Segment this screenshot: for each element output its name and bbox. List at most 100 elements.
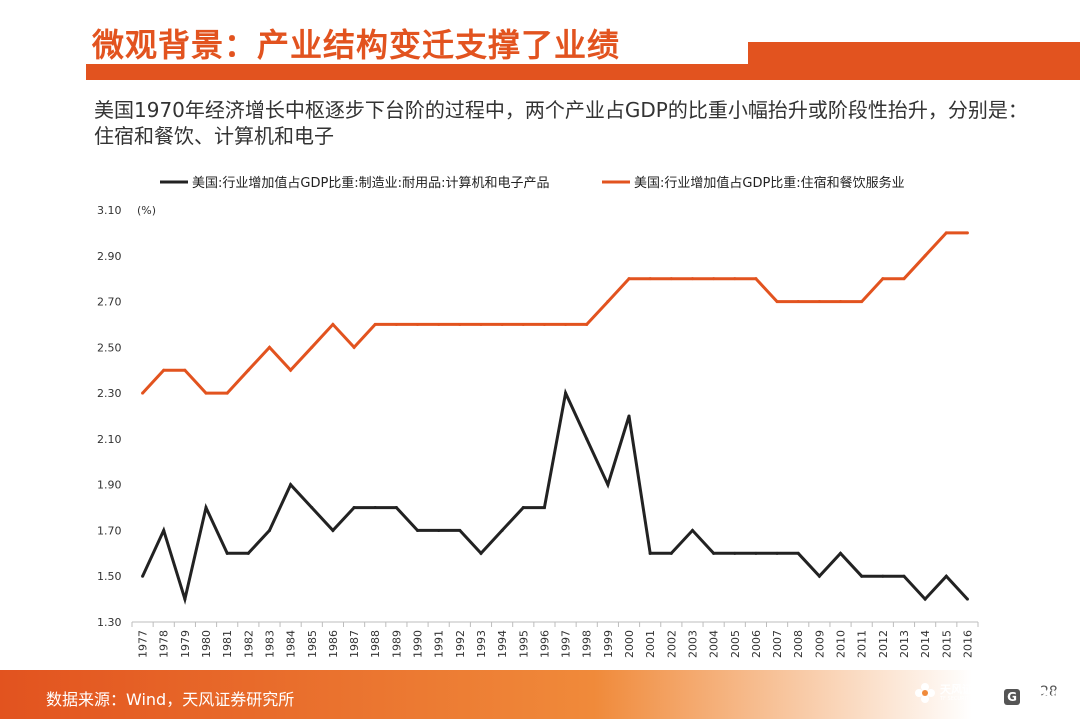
x-tick-label: 2015 (940, 630, 953, 658)
data-point (817, 574, 821, 578)
data-point (965, 597, 969, 601)
data-point (839, 300, 843, 304)
data-point (860, 300, 864, 304)
data-point (839, 551, 843, 555)
data-point (267, 345, 271, 349)
y-tick-label: 3.10 (97, 204, 122, 217)
data-point (479, 551, 483, 555)
x-tick-label: 2012 (877, 630, 890, 658)
data-point (944, 231, 948, 235)
data-point (902, 277, 906, 281)
x-tick-label: 2001 (644, 630, 657, 658)
data-point (204, 506, 208, 510)
brand-name: 天风证券 (940, 683, 984, 696)
x-tick-label: 2010 (835, 630, 848, 658)
legend-label: 美国:行业增加值占GDP比重:制造业:耐用品:计算机和电子产品 (192, 175, 549, 191)
data-source: 数据来源：Wind，天风证券研究所 (46, 690, 295, 709)
x-tick-label: 2014 (919, 630, 932, 658)
x-tick-label: 2005 (729, 630, 742, 658)
x-tick-label: 1987 (348, 630, 361, 658)
data-point (923, 254, 927, 258)
y-tick-label: 2.10 (97, 433, 122, 446)
x-tick-label: 2009 (813, 630, 826, 658)
y-tick-label: 1.30 (97, 616, 122, 629)
x-tick-label: 1999 (602, 630, 615, 658)
data-point (733, 277, 737, 281)
data-point (712, 551, 716, 555)
y-tick-label: 2.70 (97, 296, 122, 309)
x-tick-label: 1986 (327, 630, 340, 658)
series-line-computer-electronics (141, 388, 969, 605)
data-point (246, 551, 250, 555)
x-tick-label: 1981 (221, 630, 234, 658)
data-point (458, 322, 462, 326)
data-point (669, 551, 673, 555)
data-point (881, 277, 885, 281)
data-point (162, 368, 166, 372)
y-tick-label: 1.50 (97, 570, 122, 583)
watermark-g-icon: G (1004, 689, 1020, 705)
data-point (775, 300, 779, 304)
x-tick-label: 1995 (517, 630, 530, 658)
data-point (437, 322, 441, 326)
data-point (331, 528, 335, 532)
x-tick-label: 1996 (538, 630, 551, 658)
data-point (416, 528, 420, 532)
data-point (310, 345, 314, 349)
legend-label: 美国:行业增加值占GDP比重:住宿和餐饮服务业 (634, 175, 905, 191)
x-tick-label: 2004 (708, 630, 721, 658)
data-point (564, 322, 568, 326)
data-point (669, 277, 673, 281)
line-chart: 3.10 2.90 2.70 2.50 2.30 2.10 1.90 1.70 1.50 1.30… (97, 175, 979, 658)
x-tick-label: 2011 (856, 630, 869, 658)
x-tick-label: 2013 (898, 630, 911, 658)
data-point (923, 597, 927, 601)
x-tick-label: 2016 (961, 630, 974, 658)
data-point (394, 322, 398, 326)
data-point (289, 483, 293, 487)
x-tick-label: 1991 (433, 630, 446, 658)
data-point (754, 551, 758, 555)
y-tick-label: 2.90 (97, 250, 122, 263)
data-point (902, 574, 906, 578)
x-tick-label: 2002 (665, 630, 678, 658)
watermark: G 格隆汇 (1004, 687, 1065, 707)
y-tick-label: 1.70 (97, 524, 122, 537)
x-tick-label: 1982 (242, 630, 255, 658)
page-subtitle: 美国1970年经济增长中枢逐步下台阶的过程中，两个产业占GDP的比重小幅抬升或阶… (94, 98, 1028, 148)
data-point (183, 597, 187, 601)
data-point (648, 551, 652, 555)
data-point (289, 368, 293, 372)
flower-logo-icon (915, 683, 935, 703)
x-tick-label: 1979 (179, 630, 192, 658)
data-point (204, 391, 208, 395)
data-point (352, 345, 356, 349)
data-point (944, 574, 948, 578)
x-tick-label: 1984 (285, 630, 298, 658)
data-point (331, 322, 335, 326)
title-accent-bar (86, 64, 1080, 80)
x-tick-label: 1983 (263, 630, 276, 658)
data-point (775, 551, 779, 555)
x-tick-label: 1988 (369, 630, 382, 658)
x-tick-label: 1994 (496, 630, 509, 658)
data-point (965, 231, 969, 235)
page-title: 微观背景：产业结构变迁支撑了业绩 (92, 26, 621, 64)
data-point (542, 322, 546, 326)
data-point (606, 483, 610, 487)
data-point (162, 528, 166, 532)
x-tick-label: 2006 (750, 630, 763, 658)
x-tick-label: 2000 (623, 630, 636, 658)
data-point (246, 368, 250, 372)
watermark-text: 格隆汇 (1023, 690, 1065, 706)
data-point (627, 277, 631, 281)
y-unit-label: (%) (137, 204, 156, 217)
data-point (521, 322, 525, 326)
data-point (542, 506, 546, 510)
data-point (585, 437, 589, 441)
data-point (141, 574, 145, 578)
x-tick-label: 2003 (686, 630, 699, 658)
data-point (479, 322, 483, 326)
data-point (881, 574, 885, 578)
y-tick-label: 1.90 (97, 479, 122, 492)
